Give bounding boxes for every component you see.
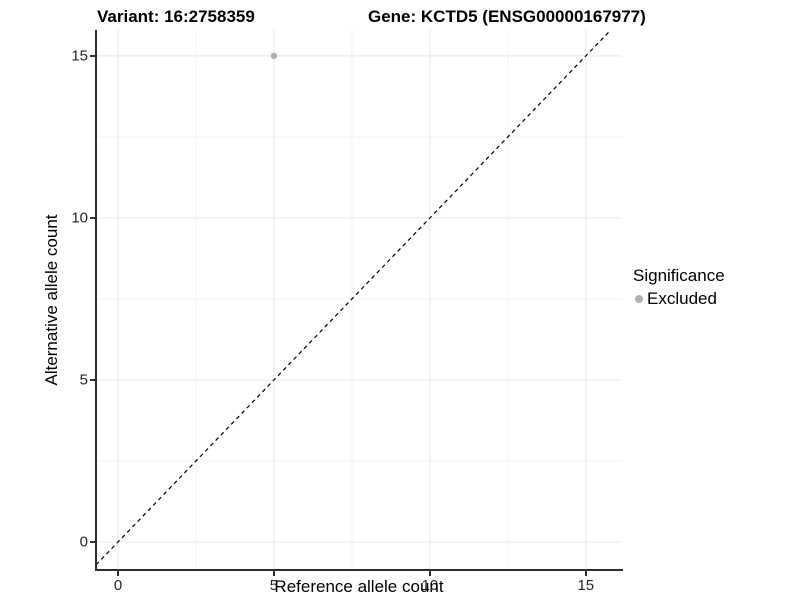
y-axis-tick-label: 0 <box>79 533 88 551</box>
x-axis-tick-label: 5 <box>269 577 279 594</box>
y-axis-tick <box>90 378 95 381</box>
plot-panel <box>96 30 622 570</box>
x-axis-tick-label: 15 <box>577 577 595 594</box>
y-axis-title: Alternative allele count <box>42 214 61 386</box>
y-axis-tick <box>90 541 95 543</box>
y-axis-tick-label: 5 <box>79 371 88 389</box>
x-axis-title: Reference allele count <box>274 577 444 596</box>
x-axis-line <box>95 569 623 571</box>
x-axis-tick <box>428 571 431 576</box>
y-axis-tick <box>90 216 95 219</box>
y-axis-line <box>95 30 97 571</box>
data-point[interactable] <box>270 52 278 60</box>
variant-title: Variant: 16:2758359 <box>97 7 255 26</box>
identity-reference-line <box>96 30 612 566</box>
x-axis-tick <box>584 571 587 576</box>
legend: Significance Excluded <box>633 266 725 309</box>
x-axis-tick <box>116 571 119 576</box>
y-axis-tick-label: 10 <box>71 209 88 227</box>
x-axis-tick <box>272 571 275 576</box>
gene-title: Gene: KCTD5 (ENSG00000167977) <box>368 7 646 26</box>
legend-item[interactable]: Excluded <box>633 289 725 309</box>
y-axis-tick <box>90 54 95 57</box>
legend-title: Significance <box>633 266 725 285</box>
x-axis-tick-label: 0 <box>113 577 123 594</box>
scatter-canvas <box>96 30 622 570</box>
legend-point-icon <box>635 295 643 303</box>
y-axis-tick-label: 15 <box>71 47 88 65</box>
legend-item-label: Excluded <box>647 289 717 308</box>
legend-items: Excluded <box>633 289 725 309</box>
x-axis-tick-label: 10 <box>421 577 439 594</box>
